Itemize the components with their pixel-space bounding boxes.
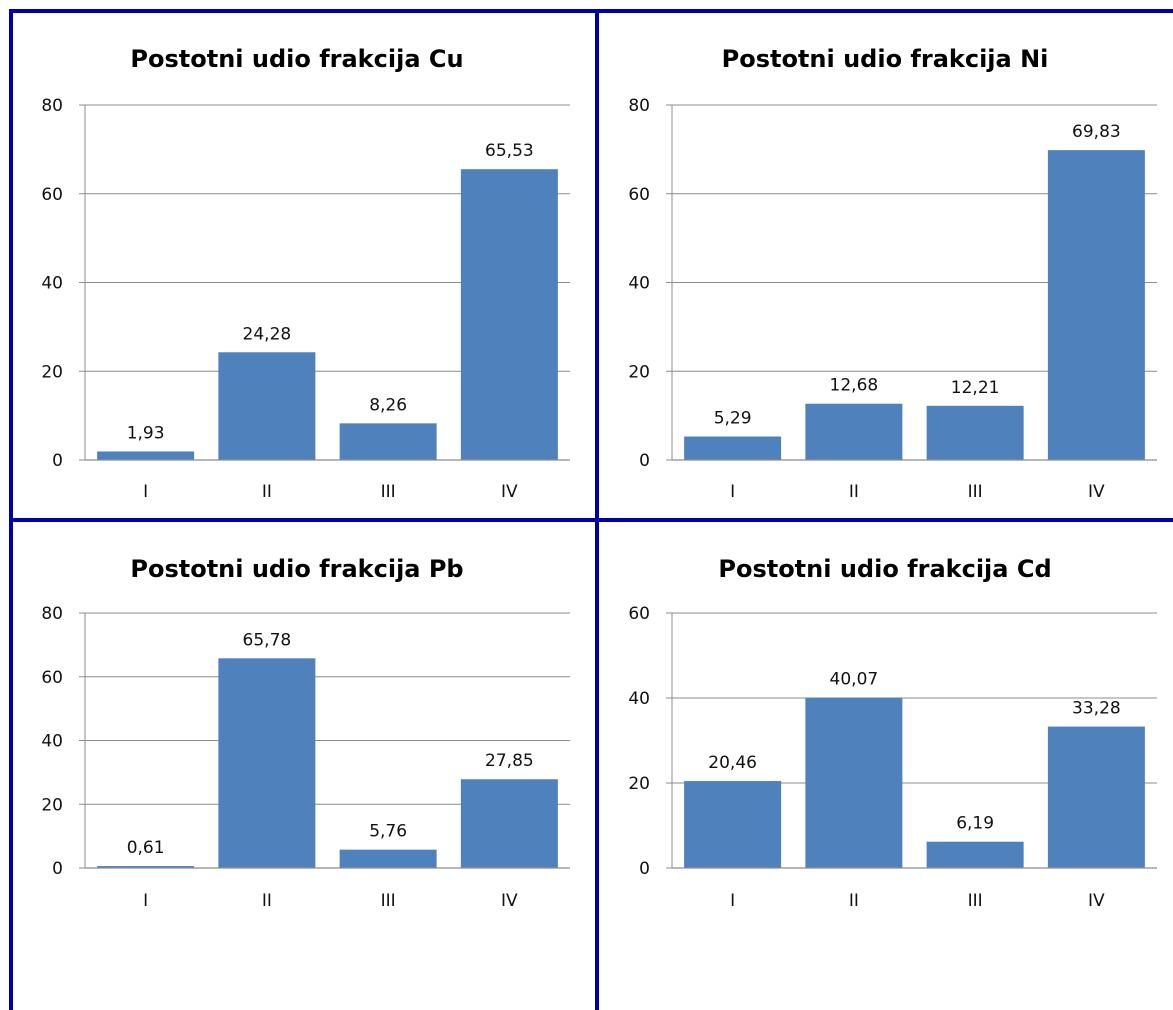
x-tick-label: I <box>143 891 148 911</box>
bar-I <box>97 451 195 460</box>
y-tick-label: 40 <box>628 689 650 709</box>
data-label: 8,26 <box>369 395 407 415</box>
bar-II <box>218 352 316 460</box>
y-tick-label: 20 <box>628 774 650 794</box>
bar-I <box>97 866 195 868</box>
data-label: 20,46 <box>708 753 757 773</box>
x-tick-label: I <box>730 482 735 502</box>
x-tick-label: II <box>262 482 272 502</box>
x-tick-label: III <box>968 891 983 911</box>
x-tick-label: III <box>381 482 396 502</box>
chart-title: Postotni udio frakcija Cu <box>130 45 463 73</box>
chart-panel-cd: Postotni udio frakcija Cd 0 20 40 60 20,46 I 40… <box>628 555 1157 911</box>
x-tick-label: II <box>849 482 859 502</box>
bar-III <box>926 841 1024 868</box>
data-label: 12,21 <box>951 378 1000 398</box>
x-tick-label: II <box>262 891 272 911</box>
bar-IV <box>1047 726 1145 868</box>
y-tick-label: 20 <box>41 795 63 815</box>
x-tick-label: IV <box>1088 482 1105 502</box>
x-tick-label: I <box>143 482 148 502</box>
bar-III <box>339 423 437 460</box>
y-tick-label: 80 <box>628 96 650 116</box>
y-tick-label: 60 <box>628 185 650 205</box>
y-tick-label: 40 <box>628 274 650 294</box>
data-label: 40,07 <box>830 670 879 690</box>
data-label: 5,29 <box>714 409 752 429</box>
bar-III <box>339 849 437 868</box>
bar-II <box>805 403 903 460</box>
bar-I <box>684 781 782 868</box>
data-label: 6,19 <box>956 814 994 834</box>
bar-IV <box>460 779 558 868</box>
data-label: 12,68 <box>830 376 879 396</box>
data-label: 5,76 <box>369 822 407 842</box>
chart-title: Postotni udio frakcija Ni <box>722 45 1049 73</box>
bar-I <box>684 436 782 460</box>
bar-II <box>218 658 316 868</box>
y-tick-label: 40 <box>41 732 63 752</box>
y-tick-label: 0 <box>52 451 63 471</box>
data-label: 0,61 <box>127 838 165 858</box>
y-tick-label: 60 <box>628 604 650 624</box>
chart-panel-cu: Postotni udio frakcija Cu 0 20 40 60 80 1,93 I 2… <box>41 45 570 502</box>
y-tick-label: 80 <box>41 96 63 116</box>
y-tick-label: 60 <box>41 668 63 688</box>
y-tick-label: 0 <box>639 451 650 471</box>
x-tick-label: IV <box>1088 891 1105 911</box>
bar-II <box>805 697 903 868</box>
x-tick-label: II <box>849 891 859 911</box>
y-tick-label: 20 <box>628 362 650 382</box>
chart-panel-ni: Postotni udio frakcija Ni 0 20 40 60 80 5,29 I 1… <box>628 45 1157 502</box>
y-tick-label: 80 <box>41 604 63 624</box>
y-tick-label: 40 <box>41 274 63 294</box>
data-label: 65,53 <box>485 141 534 161</box>
y-tick-label: 0 <box>52 859 63 879</box>
chart-title: Postotni udio frakcija Pb <box>130 555 463 583</box>
bar-III <box>926 405 1024 460</box>
data-label: 24,28 <box>243 324 292 344</box>
panel-borders <box>9 9 1173 1010</box>
y-tick-label: 0 <box>639 859 650 879</box>
x-tick-label: I <box>730 891 735 911</box>
bar-IV <box>1047 150 1145 460</box>
data-label: 1,93 <box>127 423 165 443</box>
chart-title: Postotni udio frakcija Cd <box>718 555 1051 583</box>
data-label: 69,83 <box>1072 122 1121 142</box>
chart-panel-pb: Postotni udio frakcija Pb 0 20 40 60 80 0,61 I 6… <box>41 555 570 911</box>
x-tick-label: III <box>381 891 396 911</box>
data-label: 27,85 <box>485 751 534 771</box>
data-label: 65,78 <box>243 630 292 650</box>
data-label: 33,28 <box>1072 699 1121 719</box>
x-tick-label: III <box>968 482 983 502</box>
bar-IV <box>460 169 558 460</box>
y-tick-label: 20 <box>41 362 63 382</box>
y-tick-label: 60 <box>41 185 63 205</box>
x-tick-label: IV <box>501 891 518 911</box>
x-tick-label: IV <box>501 482 518 502</box>
